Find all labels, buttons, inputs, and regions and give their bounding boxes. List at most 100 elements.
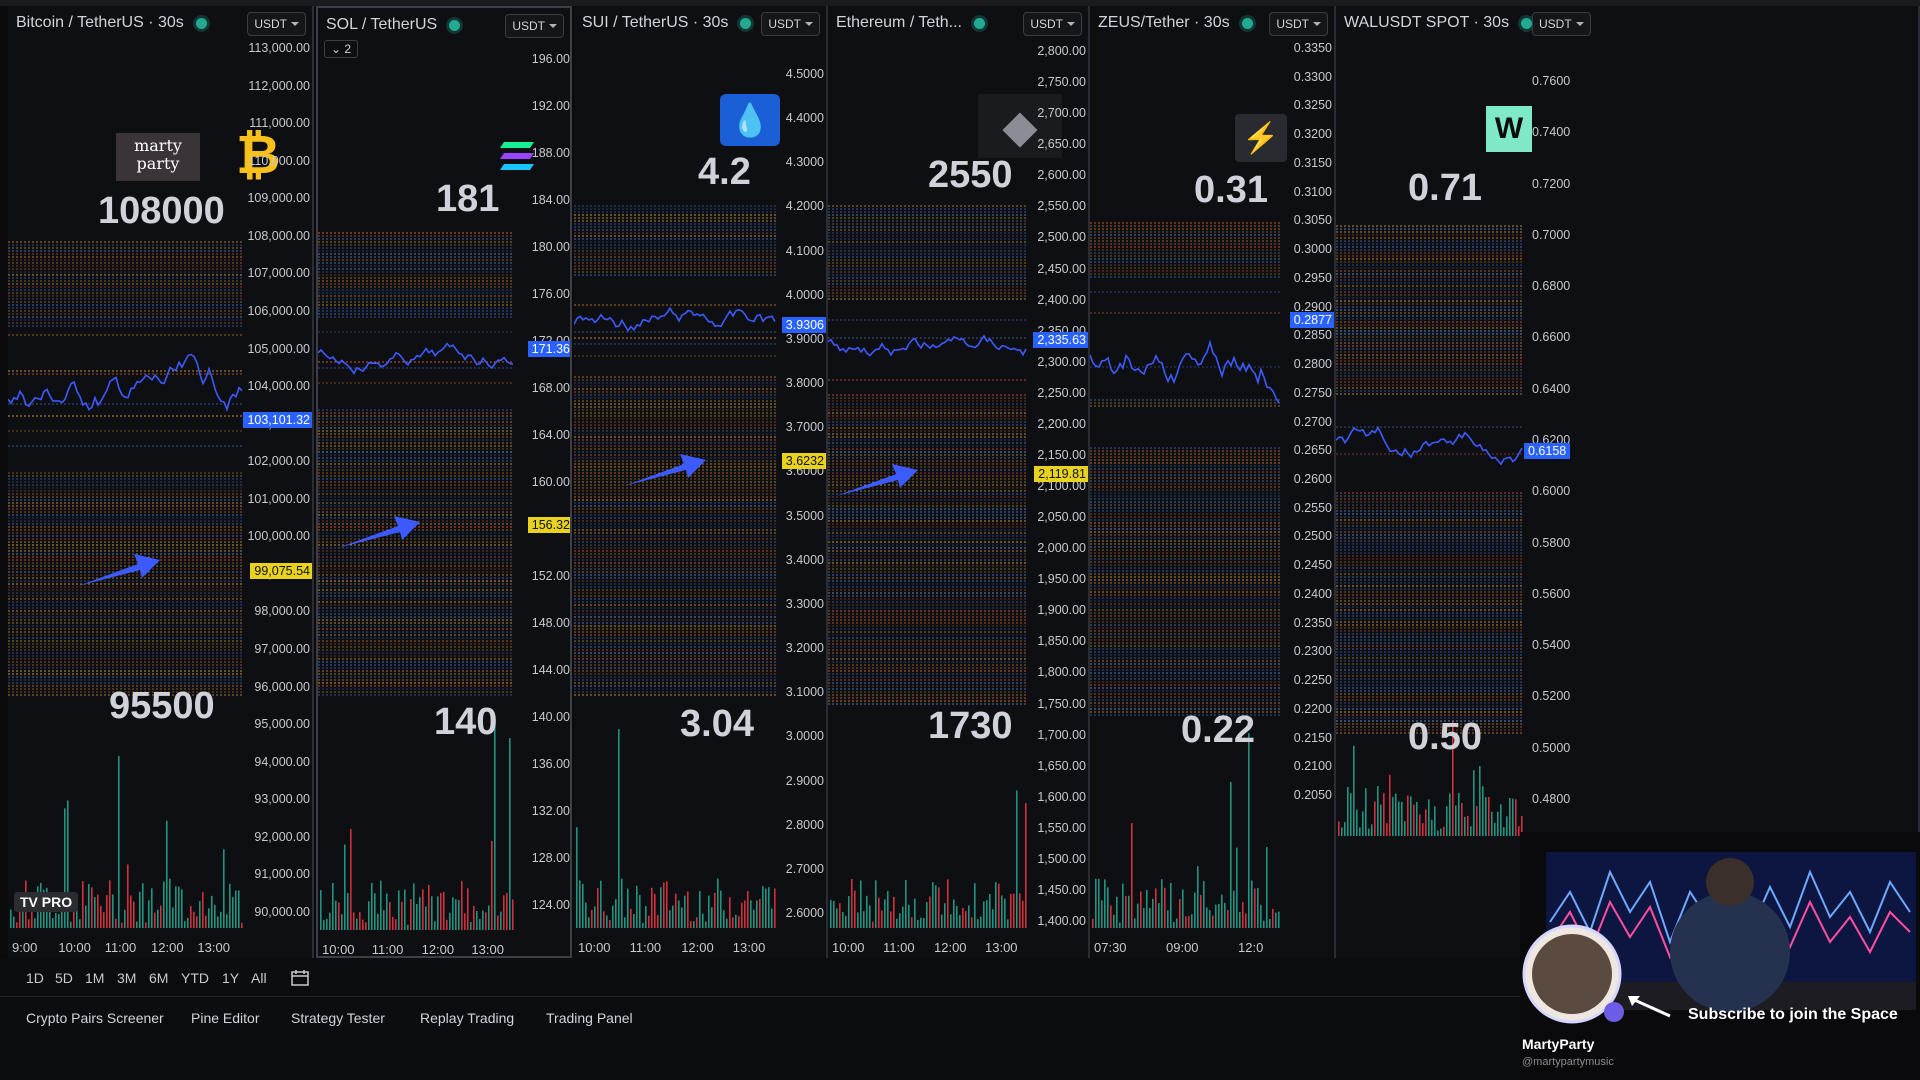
volume-bar [860, 880, 862, 928]
currency-select[interactable]: USDT [247, 12, 306, 36]
lower-target-level: 95500 [109, 685, 215, 727]
tab-trading-panel[interactable]: Trading Panel [546, 1010, 633, 1026]
price-axis[interactable]: 196.00192.00188.00184.00180.00176.00172.… [514, 8, 570, 956]
volume-bar [1401, 801, 1403, 836]
currency-select[interactable]: USDT [1023, 12, 1082, 36]
symbol-title[interactable]: WALUSDT SPOT · 30s [1344, 14, 1510, 31]
currency-select[interactable]: USDT [1532, 12, 1591, 36]
timeframe-6m[interactable]: 6M [149, 970, 169, 986]
price-axis[interactable]: 2,800.00 2,750.00 2,700.00 2,650.00 2,600.00… [1028, 6, 1088, 958]
price-axis[interactable]: 0.7600 0.7400 0.7200 0.7000 0.6800 0.6600 0.64… [1524, 6, 1918, 958]
timeframe-1d[interactable]: 1D [26, 970, 44, 986]
indicator-collapse-toggle[interactable]: ⌄ 2 [324, 40, 359, 58]
tab-replay-trading[interactable]: Replay Trading [420, 1010, 515, 1026]
price-tick: 101,000.00 [247, 491, 310, 506]
timeframe-ytd[interactable]: YTD [181, 970, 209, 986]
volume-bar [615, 899, 617, 928]
volume-bar [699, 891, 701, 928]
volume-bar [1257, 887, 1259, 928]
price-tick: 4.3000 [785, 155, 824, 170]
volume-bar [34, 918, 36, 928]
timeframe-1y[interactable]: 1Y [222, 970, 240, 986]
lower-target-level: 0.50 [1408, 716, 1482, 758]
volume-bar [1239, 911, 1241, 928]
date-range-icon[interactable] [290, 968, 310, 988]
chart-panel[interactable]: SUI / TetherUS · 30s USDT 4.2 3.04 💧 4.5000 4.… [574, 6, 828, 958]
symbol-title[interactable]: Ethereum / Teth... [836, 14, 962, 31]
tab-strategy-tester[interactable]: Strategy Tester [291, 1010, 385, 1026]
chart-panel[interactable]: Ethereum / Teth... USDT 2550 1730 ◆ 2,800.00 2… [828, 6, 1090, 958]
volume-bar [1206, 907, 1208, 928]
support-price-label: 99,075.54 [250, 563, 312, 580]
volume-bar [980, 916, 982, 928]
volume-bar [995, 882, 997, 928]
price-tick: 2,150.00 [1037, 447, 1086, 462]
price-chart[interactable] [574, 6, 776, 958]
price-tick: 91,000.00 [254, 867, 310, 882]
volume-bar [217, 916, 219, 928]
volume-bar [229, 883, 231, 928]
price-chart[interactable] [1336, 6, 1524, 958]
volume-bar [19, 908, 21, 928]
currency-select[interactable]: USDT [761, 12, 820, 36]
support-price-label: 3.6232 [781, 453, 826, 470]
volume-bar [512, 899, 514, 930]
symbol-title[interactable]: SUI / TetherUS · 30s [582, 14, 729, 31]
volume-bar [1233, 890, 1235, 928]
volume-bar [353, 912, 355, 930]
volume-bar [145, 922, 147, 928]
chart-header: Bitcoin / TetherUS · 30s [8, 6, 312, 40]
timeframe-all[interactable]: All [251, 970, 267, 986]
chart-panel[interactable]: SOL / TetherUS USDT ⌄ 2 181 140 196.00 192.00 1… [316, 6, 572, 958]
price-chart[interactable] [8, 6, 244, 958]
chart-panel[interactable]: Bitcoin / TetherUS · 30s USDT 108000 95500 m… [8, 6, 314, 958]
price-tick: 112,000.00 [248, 78, 310, 93]
price-axis[interactable]: 4.5000 4.4000 4.3000 4.2000 4.1000 4.0000 3.90… [776, 6, 826, 958]
volume-bar [902, 906, 904, 928]
time-tick: 13:00 [732, 940, 766, 955]
volume-bar [473, 905, 475, 930]
symbol-title[interactable]: SOL / TetherUS [326, 16, 438, 33]
volume-bar [597, 887, 599, 928]
tab-crypto-pairs-screener[interactable]: Crypto Pairs Screener [26, 1010, 164, 1026]
volume-bar [85, 905, 87, 928]
currency-select[interactable]: USDT [1269, 12, 1328, 36]
subscribe-cta[interactable]: Subscribe to join the Space [1688, 1006, 1898, 1023]
timeframe-1m[interactable]: 1M [85, 970, 105, 986]
volume-bar [1215, 904, 1217, 928]
price-axis[interactable]: 113,000.00 112,000.00 111,000.00 110,000.00… [243, 6, 312, 958]
upper-target-level: 0.31 [1194, 169, 1268, 211]
chart-panel[interactable]: ZEUS/Tether · 30s USDT 0.31 0.22 ⚡ 0.3350 0.33… [1090, 6, 1336, 958]
currency-select[interactable]: USDT [505, 14, 564, 38]
volume-bar [1377, 786, 1379, 836]
volume-bar [1365, 788, 1367, 836]
volume-bar [380, 880, 382, 930]
tab-pine-editor[interactable]: Pine Editor [191, 1010, 260, 1026]
price-tick: 4.2000 [785, 199, 824, 214]
price-tick: 0.2350 [1293, 615, 1332, 630]
price-chart[interactable] [828, 6, 1028, 958]
price-tick: 1,900.00 [1037, 603, 1086, 618]
timeframe-5d[interactable]: 5D [55, 970, 73, 986]
price-axis[interactable]: 0.3350 0.3300 0.3250 0.3200 0.3150 0.3100 0.30… [1280, 6, 1334, 958]
last-price-label: 3.9306 [781, 317, 826, 334]
volume-bar [1098, 878, 1100, 928]
chart-panel[interactable]: WALUSDT SPOT · 30s USDT 0.71 0.50 W 0.7600 0.7… [1336, 6, 1920, 958]
volume-bar [368, 901, 370, 930]
volume-bar [82, 881, 84, 928]
price-tick: 0.5200 [1532, 689, 1571, 704]
time-tick: 13:00 [985, 940, 1018, 955]
price-chart[interactable] [1090, 6, 1280, 958]
volume-bar [470, 922, 472, 930]
volume-bar [914, 898, 916, 928]
volume-bar [875, 880, 877, 928]
lower-target-level: 0.22 [1181, 709, 1255, 751]
symbol-title[interactable]: Bitcoin / TetherUS · 30s [16, 14, 184, 31]
price-tick: 128.00 [531, 851, 570, 865]
volume-bar [1521, 815, 1523, 836]
price-chart[interactable] [318, 8, 514, 958]
timeframe-3m[interactable]: 3M [117, 970, 137, 986]
symbol-title[interactable]: ZEUS/Tether · 30s [1098, 14, 1230, 31]
volume-bar [226, 914, 228, 928]
price-line [8, 353, 243, 413]
